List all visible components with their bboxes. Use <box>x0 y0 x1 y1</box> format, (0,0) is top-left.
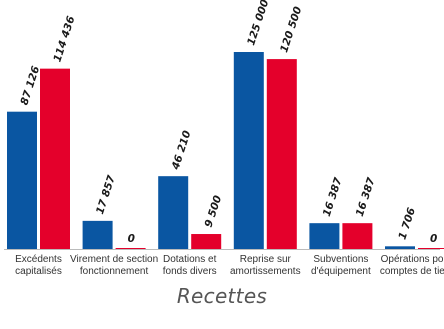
category-label-line: fonctionnement <box>80 266 149 277</box>
category-label-line: fonds divers <box>163 266 217 277</box>
category-label-line: Dotations et <box>163 254 217 265</box>
category-label-line: Subventions <box>313 254 368 265</box>
bar-s2-5 <box>342 223 373 249</box>
bar-s2-3 <box>191 234 222 249</box>
category-label-line: Virement de section <box>70 254 158 265</box>
data-label-s2-1: 114 436 <box>51 15 77 64</box>
bar-s1-6 <box>385 246 415 249</box>
data-label-s2-5: 16 387 <box>354 176 378 219</box>
category-label-line: d'équipement <box>311 266 371 277</box>
data-label-s1-3: 46 210 <box>169 129 193 172</box>
bar-s1-2 <box>82 220 113 249</box>
category-label-5: Subventions d'équipement <box>311 254 371 277</box>
data-label-s1-1: 87 126 <box>18 65 42 107</box>
category-label-3: Dotations et fonds divers <box>163 254 217 277</box>
category-label-1: Excédents capitalisés <box>15 254 62 277</box>
data-label-s2-3: 9 500 <box>203 194 225 229</box>
category-label-line: amortissements <box>230 266 301 277</box>
bar-s1-5 <box>309 223 340 249</box>
bar-s2-1 <box>40 68 70 249</box>
chart-title: Recettes <box>176 284 268 308</box>
category-label-4: Reprise sur amortissements <box>230 254 301 277</box>
category-label-6: Opérations pourcomptes de tiers <box>380 254 444 277</box>
bar-s2-4 <box>266 59 297 250</box>
data-label-s1-2: 17 857 <box>94 173 118 216</box>
category-label-line: comptes de tiers <box>380 266 444 277</box>
category-label-2: Virement de section fonctionnement <box>70 254 158 277</box>
bar-s2-6 <box>418 248 444 249</box>
bar-s1-1 <box>7 111 37 249</box>
category-label-line: Excédents <box>15 254 62 265</box>
bar-s1-4 <box>233 52 264 249</box>
data-label-s1-4: 125 000 <box>245 0 271 47</box>
data-label-s1-5: 16 387 <box>321 176 345 219</box>
category-label-line: Reprise sur <box>240 254 292 265</box>
bar-s2-2 <box>115 248 146 249</box>
data-label-s2-4: 120 500 <box>278 5 304 54</box>
data-label-s2-2: 0 <box>128 233 135 245</box>
category-label-line: Opérations pour <box>381 254 444 265</box>
data-label-s2-6: 0 <box>430 233 437 245</box>
category-label-line: capitalisés <box>15 266 62 277</box>
bar-s1-3 <box>158 176 189 249</box>
data-label-s1-6: 1 706 <box>396 206 418 241</box>
